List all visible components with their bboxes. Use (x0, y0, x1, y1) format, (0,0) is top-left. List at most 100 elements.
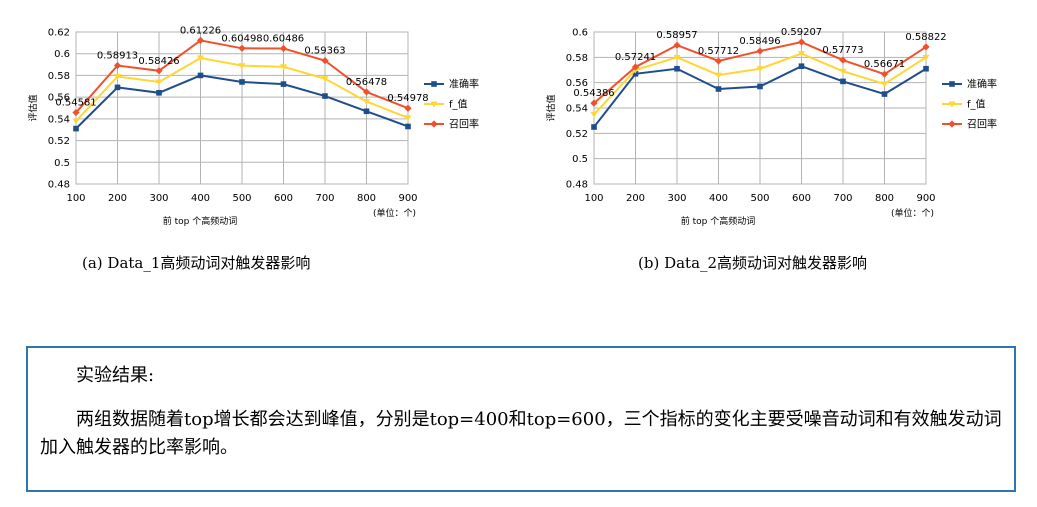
chart-a-data-point (279, 44, 288, 53)
chart-a-data-point (197, 72, 204, 79)
chart-a-data-point (405, 123, 411, 130)
chart-b-data-point (756, 66, 764, 73)
chart-b-data-point (923, 65, 929, 72)
chart-a-data-point (363, 98, 370, 105)
chart-b-xtick-label: 800 (875, 193, 894, 204)
chart-b-data-point (839, 68, 847, 75)
chart-b-data-label: 0.56671 (864, 59, 905, 70)
chart-a-data-label: 0.54581 (55, 98, 96, 109)
chart-a-data-point (114, 84, 121, 91)
result-title: 实验结果: (76, 365, 155, 386)
chart-a-xtick-label: 300 (149, 193, 168, 204)
chart-b-data-point (839, 56, 847, 64)
chart-a-data-point (362, 88, 371, 96)
chart-a-data-point (404, 115, 412, 122)
chart-a-data-point (197, 55, 204, 62)
chart-b-ytick-label: 0.58 (566, 53, 588, 64)
chart-b-legend-marker (948, 120, 956, 128)
result-box: 实验结果: 两组数据随着top增长都会达到峰值，分别是top=400和top=6… (26, 346, 1016, 492)
chart-a-xtick-label: 700 (315, 193, 334, 204)
chart-a-data-label: 0.58913 (97, 51, 138, 62)
chart-a-series-0 (73, 72, 411, 132)
chart-b-data-point (673, 41, 681, 49)
chart-a-data-label: 0.54978 (387, 93, 428, 104)
chart-a-unit-note: (单位：个) (373, 207, 416, 219)
chart-b-xtick-label: 100 (584, 193, 603, 204)
chart-b-ytick-label: 0.5 (572, 154, 588, 165)
result-text: 两组数据随着top增长都会达到峰值，分别是top=400和top=600，三个指… (40, 409, 1002, 458)
chart-a-series-2 (72, 36, 412, 117)
chart-a-xtick-label: 800 (357, 193, 376, 204)
chart-b-data-point (632, 71, 639, 77)
chart-b-data-label: 0.58957 (656, 30, 697, 41)
chart-b-ylabel: 评估值 (545, 94, 557, 121)
chart-b-data-label: 0.57773 (822, 45, 863, 56)
chart-a-series-1 (72, 55, 412, 125)
chart-a-legend-marker (431, 81, 437, 87)
chart-data2: 0.48 0.5 0.52 0.54 0.56 0.58 0.6 100 200 300 400 50… (522, 0, 1034, 240)
chart-a-xtick-label: 900 (398, 193, 417, 204)
chart-b-data-label: 0.58496 (739, 36, 780, 47)
chart-a-ytick-label: 0.58 (48, 71, 70, 82)
chart-b-data-point (922, 54, 930, 61)
chart-b-legend-label: 召回率 (967, 118, 997, 131)
chart-b-xlabel: 前 top 个高频动词 (681, 215, 755, 227)
chart-b-xtick-label: 200 (626, 193, 645, 204)
chart-a-data-point (363, 108, 370, 115)
chart-a-ytick-label: 0.5 (54, 158, 70, 169)
chart-a-ytick-label: 0.48 (48, 180, 70, 191)
chart-a-xtick-label: 400 (191, 193, 210, 204)
chart-b-xtick-label: 500 (750, 193, 769, 204)
chart-b-data-label: 0.54386 (573, 88, 614, 99)
chart-b-data-point (798, 51, 805, 58)
chart-a-legend-label: f_值 (449, 98, 468, 111)
chart-b-xtick-label: 300 (667, 193, 686, 204)
chart-b-data-point (840, 78, 846, 85)
chart-b-data-point (922, 43, 930, 51)
chart-b-data-label: 0.57241 (615, 52, 656, 63)
chart-a-ytick-label: 0.6 (54, 49, 70, 60)
chart-b-series-2 (590, 38, 930, 107)
caption-chart-a: (a) Data_1高频动词对触发器影响 (82, 254, 311, 272)
chart-a-data-label: 0.59363 (304, 46, 345, 57)
chart-b-ytick-label: 0.54 (566, 104, 588, 115)
chart-a-xtick-label: 600 (274, 193, 293, 204)
chart-b-ytick-label: 0.6 (572, 28, 588, 39)
chart-a-data-point (322, 93, 328, 99)
chart-b-legend-marker (948, 101, 956, 108)
chart-a-data-point (72, 108, 80, 117)
chart-b-ytick-label: 0.56 (566, 78, 588, 89)
chart-b-series-0 (591, 63, 929, 130)
chart-a-ylabel: 评估值 (27, 94, 39, 121)
chart-a-xtick-label: 500 (232, 193, 251, 204)
chart-a-data-point (155, 79, 163, 86)
chart-a-data-point (72, 118, 80, 125)
chart-b-ytick-label: 0.48 (566, 180, 588, 191)
chart-a-ytick-label: 0.56 (48, 93, 70, 104)
chart-a-data-label: 0.58426 (138, 56, 179, 67)
chart-a-data-point (155, 67, 163, 75)
chart-a-ytick-label: 0.54 (48, 114, 70, 125)
chart-a-legend-marker (430, 120, 438, 128)
chart-a-xtick-label: 200 (108, 193, 127, 204)
chart-b-xtick-label: 700 (833, 193, 852, 204)
chart-a-data-point (238, 63, 246, 70)
chart-data2-svg: 0.48 0.5 0.52 0.54 0.56 0.58 0.6 100 200 300 400 50… (545, 27, 997, 227)
chart-b-data-point (881, 91, 888, 97)
chart-a-data-point (238, 44, 246, 52)
chart-a-data-point (321, 57, 329, 65)
chart-a-data-point (321, 76, 329, 83)
chart-b-data-point (673, 54, 681, 61)
chart-a-data-point (156, 90, 162, 96)
chart-b-data-point (590, 99, 598, 107)
chart-b-data-point (715, 86, 722, 92)
chart-a-ytick-label: 0.52 (48, 136, 70, 147)
chart-a-data-point (239, 79, 245, 85)
chart-b-data-label: 0.57712 (698, 46, 739, 57)
chart-a-legend-label: 召回率 (449, 118, 479, 131)
chart-b-legend-label: f_值 (967, 98, 986, 111)
chart-a-data-point (280, 64, 287, 71)
chart-b-data-point (881, 81, 888, 88)
chart-b-data-point (798, 63, 805, 69)
chart-b-xtick-label: 900 (916, 193, 935, 204)
